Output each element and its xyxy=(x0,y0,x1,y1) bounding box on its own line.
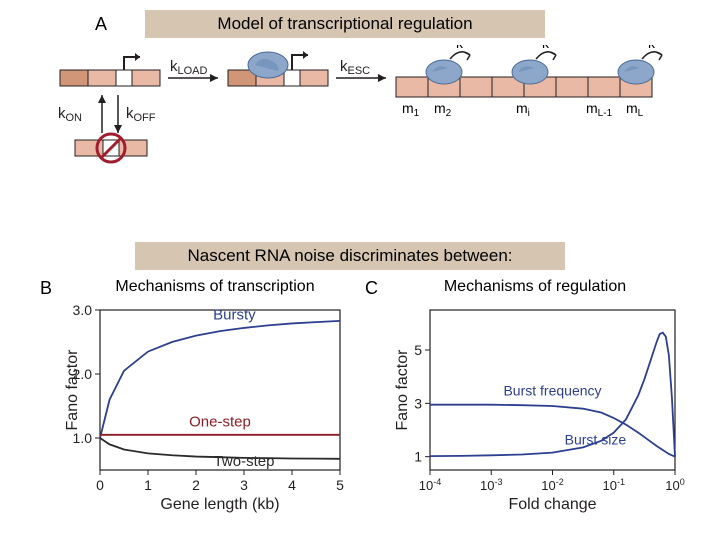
k-label-1: k xyxy=(456,45,464,51)
svg-text:100: 100 xyxy=(665,477,684,493)
mL1-sub: L-1 xyxy=(598,108,613,119)
svg-text:kON: kON xyxy=(58,105,82,124)
svg-text:kLOAD: kLOAD xyxy=(170,58,208,77)
svg-text:Fano factor: Fano factor xyxy=(395,349,411,431)
svg-text:5: 5 xyxy=(414,342,422,358)
panel-a-diagram: kON kOFF kLOAD kE xyxy=(40,45,680,230)
k-label-3: k xyxy=(648,45,656,51)
kload-arrow: kLOAD xyxy=(168,58,218,82)
svg-text:5: 5 xyxy=(336,477,344,493)
plot-c: 1 3 5 10-4 10-3 10-2 10-1 100 Burst frequency Bur… xyxy=(395,300,685,515)
svg-text:3: 3 xyxy=(414,395,422,411)
svg-text:1: 1 xyxy=(414,449,422,465)
svg-text:Gene length (kb): Gene length (kb) xyxy=(160,496,279,513)
title-bc-text: Nascent RNA noise discriminates between: xyxy=(187,246,512,265)
koff-sub: OFF xyxy=(134,112,156,124)
gene-body: k k k m1 m2 mi mL-1 mL xyxy=(396,45,662,119)
svg-text:One-step: One-step xyxy=(189,413,251,430)
m1: m xyxy=(402,100,414,116)
m1-sub: 1 xyxy=(414,108,420,119)
svg-text:10-4: 10-4 xyxy=(419,477,441,493)
plot-b: 1.02.03.0012345BurstyOne-stepTwo-stepGen… xyxy=(65,300,350,515)
svg-text:Two-step: Two-step xyxy=(214,453,275,470)
svg-text:mL: mL xyxy=(626,100,644,119)
mL1: m xyxy=(586,100,598,116)
panel-a-label: A xyxy=(95,14,107,35)
svg-text:Burst size: Burst size xyxy=(565,432,627,448)
svg-text:mi: mi xyxy=(516,100,530,119)
svg-text:kOFF: kOFF xyxy=(126,105,156,124)
svg-text:0: 0 xyxy=(96,477,104,493)
kon-sub: ON xyxy=(66,112,83,124)
kesc-sub: ESC xyxy=(348,65,371,77)
panel-c-label: C xyxy=(365,278,378,299)
svg-text:4: 4 xyxy=(288,477,296,493)
panel-b-label: B xyxy=(40,278,52,299)
svg-text:m1: m1 xyxy=(402,100,420,119)
m2: m xyxy=(434,100,446,116)
kload-sub: LOAD xyxy=(178,65,208,77)
svg-text:1: 1 xyxy=(144,477,152,493)
mL: m xyxy=(626,100,638,116)
panel-c-subtitle: Mechanisms of regulation xyxy=(400,278,670,296)
mi: m xyxy=(516,100,528,116)
promoter-off-state xyxy=(75,134,147,162)
svg-text:Fano factor: Fano factor xyxy=(65,349,81,431)
svg-text:10-1: 10-1 xyxy=(603,477,625,493)
title-a-text: Model of transcriptional regulation xyxy=(217,14,472,33)
mi-sub: i xyxy=(528,108,530,119)
svg-text:1.0: 1.0 xyxy=(73,430,93,446)
svg-text:mL-1: mL-1 xyxy=(586,100,613,119)
svg-text:Fold change: Fold change xyxy=(508,496,596,513)
svg-text:3: 3 xyxy=(240,477,248,493)
mL-sub: L xyxy=(638,108,644,119)
title-banner-a: Model of transcriptional regulation xyxy=(145,10,545,38)
promoter-on-state xyxy=(60,53,160,86)
svg-text:m2: m2 xyxy=(434,100,452,119)
m2-sub: 2 xyxy=(446,108,452,119)
svg-text:10-3: 10-3 xyxy=(480,477,502,493)
svg-text:2: 2 xyxy=(192,477,200,493)
kon-koff-arrows: kON kOFF xyxy=(58,95,156,133)
svg-text:10-2: 10-2 xyxy=(541,477,563,493)
panel-b-subtitle: Mechanisms of transcription xyxy=(85,278,345,296)
loaded-state xyxy=(228,51,328,86)
svg-text:Bursty: Bursty xyxy=(213,307,256,324)
svg-text:3.0: 3.0 xyxy=(73,302,93,318)
title-banner-bc: Nascent RNA noise discriminates between: xyxy=(135,242,565,270)
kesc-arrow: kESC xyxy=(336,58,386,82)
k-label-2: k xyxy=(542,45,550,51)
svg-text:kESC: kESC xyxy=(340,58,370,77)
svg-text:Burst frequency: Burst frequency xyxy=(503,382,601,398)
